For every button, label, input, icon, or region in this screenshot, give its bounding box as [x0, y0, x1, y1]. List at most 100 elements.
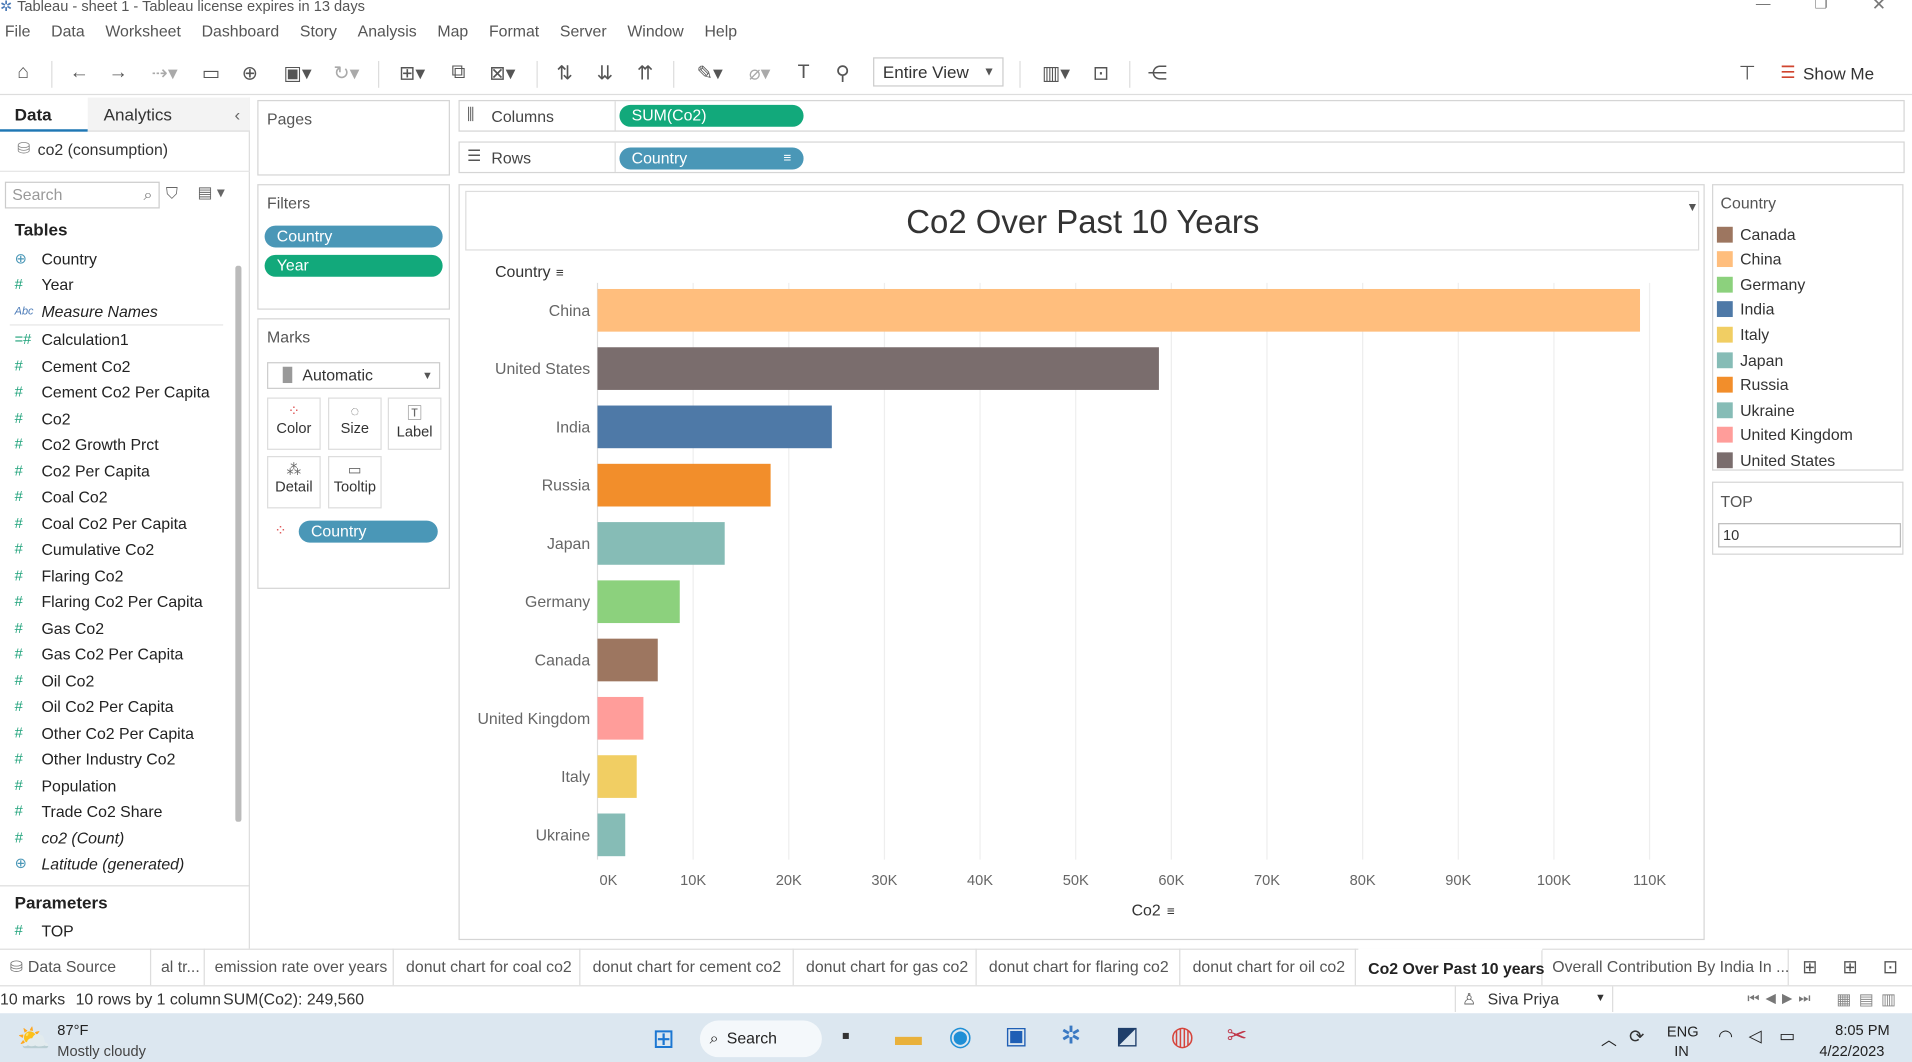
battery-icon[interactable]: ▭	[1779, 1025, 1796, 1045]
format-icon[interactable]: ⊤	[1738, 63, 1756, 85]
legend-item-canada[interactable]: Canada	[1716, 223, 1796, 245]
minimize-icon[interactable]: —	[1755, 0, 1771, 13]
file-explorer-icon[interactable]: ▬	[895, 1020, 922, 1052]
tab-data-source[interactable]: ⛁ Data Source	[0, 948, 152, 986]
new-worksheet-icon[interactable]: ⊞▾	[399, 63, 426, 85]
labels-icon[interactable]: T	[797, 62, 810, 83]
field-other-co2-per-capita[interactable]: # Other Co2 Per Capita	[14, 723, 194, 742]
task-view-icon[interactable]: ▪	[841, 1022, 851, 1050]
tableau-taskbar-icon[interactable]: ✲	[1060, 1022, 1082, 1050]
sort-desc-icon[interactable]: ⇈	[636, 63, 654, 85]
home-icon[interactable]: ⌂	[17, 62, 30, 83]
bar-united-kingdom[interactable]	[597, 696, 644, 740]
group-icon[interactable]: ⌀▾	[748, 63, 771, 85]
field-oil-co2[interactable]: # Oil Co2	[14, 671, 95, 690]
taskbar-search[interactable]: ⌕ Search	[699, 1020, 822, 1058]
legend-item-ukraine[interactable]: Ukraine	[1716, 399, 1795, 421]
rows-shelf[interactable]: ☰ Rows Country ≡	[458, 141, 1905, 174]
menu-analysis[interactable]: Analysis	[357, 21, 417, 41]
field-calculation1[interactable]: =# Calculation1	[14, 329, 129, 349]
menu-worksheet[interactable]: Worksheet	[105, 21, 181, 41]
bar-japan[interactable]	[597, 522, 725, 565]
legend-item-united-kingdom[interactable]: United Kingdom	[1716, 424, 1853, 446]
menu-data[interactable]: Data	[51, 21, 85, 41]
color-button[interactable]: ⁘ Color	[267, 397, 321, 450]
view-options-icon[interactable]: ▤ ▾	[197, 182, 225, 202]
field-co2-per-capita[interactable]: # Co2 Per Capita	[14, 461, 150, 480]
top-parameter-input[interactable]: 10	[1718, 523, 1902, 548]
legend-item-italy[interactable]: Italy	[1716, 324, 1769, 346]
menu-format[interactable]: Format	[488, 21, 540, 41]
replay-icon[interactable]: ⇢▾	[151, 63, 178, 85]
field-oil-co2-per-capita[interactable]: # Oil Co2 Per Capita	[14, 696, 174, 716]
legend-item-japan[interactable]: Japan	[1716, 349, 1783, 371]
show-cards-icon[interactable]: ▥▾	[1041, 63, 1071, 85]
menu-window[interactable]: Window	[627, 21, 684, 41]
legend-item-germany[interactable]: Germany	[1716, 273, 1805, 295]
field-latitude-generated[interactable]: ⊕ Latitude (generated)	[14, 854, 185, 873]
legend-item-china[interactable]: China	[1716, 248, 1781, 270]
new-worksheet-icon[interactable]: ⊞	[1802, 957, 1818, 978]
sync-icon[interactable]: ⟳	[1629, 1026, 1645, 1048]
field-country[interactable]: ⊕ Country	[14, 249, 97, 268]
field-other-industry-co2[interactable]: # Other Industry Co2	[14, 749, 176, 768]
search-input[interactable]: Search ⌕	[4, 181, 160, 209]
legend-item-united-states[interactable]: United States	[1716, 449, 1835, 471]
collapse-icon[interactable]: ‹	[234, 104, 241, 125]
pin-icon[interactable]: ⚲	[835, 63, 850, 85]
legend-item-india[interactable]: India	[1716, 298, 1774, 320]
save-icon[interactable]: ▭	[201, 63, 221, 85]
field-co2-count[interactable]: # co2 (Count)	[14, 828, 125, 847]
bar-united-states[interactable]	[597, 347, 1159, 390]
field-trade-co2-share[interactable]: # Trade Co2 Share	[14, 801, 163, 820]
detail-button[interactable]: ⁂ Detail	[267, 456, 321, 509]
swap-icon[interactable]: ⇅	[556, 63, 573, 85]
highlight-icon[interactable]: ✎▾	[696, 63, 723, 85]
tab-donut-flaring[interactable]: donut chart for flaring co2	[979, 948, 1181, 986]
label-button[interactable]: 🅃 Label	[387, 397, 442, 450]
windows-start-icon[interactable]: ⊞	[652, 1022, 675, 1054]
sheet-nav-icons[interactable]: ⏮◀▶⏭	[1747, 991, 1817, 1006]
columns-pill-sum-co2[interactable]: SUM(Co2)	[619, 104, 804, 127]
field-gas-co2[interactable]: # Gas Co2	[14, 618, 105, 638]
chevron-up-icon[interactable]: ︿	[1601, 1030, 1617, 1049]
show-me-button[interactable]: ☰ Show Me	[1780, 62, 1875, 83]
pause-updates-icon[interactable]: ▣▾	[283, 63, 312, 85]
mark-type-select[interactable]: ▐▌ Automatic ▼	[267, 362, 441, 389]
bar-germany[interactable]	[597, 580, 680, 624]
wifi-icon[interactable]: ◠	[1718, 1025, 1734, 1045]
field-gas-co2-per-capita[interactable]: # Gas Co2 Per Capita	[14, 644, 184, 663]
marks-pill-country[interactable]: Country	[298, 520, 438, 543]
volume-icon[interactable]: ◁	[1748, 1025, 1762, 1045]
filter-icon[interactable]: ⛉	[165, 184, 178, 203]
bar-canada[interactable]	[597, 638, 658, 682]
legend-item-russia[interactable]: Russia	[1716, 374, 1789, 396]
menu-server[interactable]: Server	[559, 21, 607, 41]
bar-italy[interactable]	[597, 755, 637, 798]
new-dashboard-icon[interactable]: ⊞	[1842, 957, 1858, 978]
datasource-item[interactable]: ⛁ co2 (consumption)	[17, 138, 169, 158]
menu-file[interactable]: File	[4, 21, 31, 41]
tab-sheet-truncated[interactable]: al tr...	[151, 948, 205, 986]
field-measure-names[interactable]: Abc Measure Names	[14, 301, 158, 321]
tab-overall-contribution-india[interactable]: Overall Contribution By India In ...	[1543, 948, 1789, 986]
menu-help[interactable]: Help	[704, 21, 738, 41]
view-mode-icons[interactable]: ▦▤▥	[1836, 990, 1904, 1009]
field-cement-co2-per-capita[interactable]: # Cement Co2 Per Capita	[14, 382, 210, 401]
tab-donut-gas[interactable]: donut chart for gas co2	[796, 948, 977, 986]
bar-india[interactable]	[597, 405, 832, 449]
presentation-icon[interactable]: ⊡	[1092, 63, 1110, 85]
field-co2-growth-prct[interactable]: # Co2 Growth Prct	[14, 434, 159, 453]
app-icon[interactable]: ◩	[1115, 1022, 1139, 1050]
field-year[interactable]: # Year	[14, 274, 74, 294]
sort-asc-icon[interactable]: ⇊	[596, 63, 613, 85]
field-co2[interactable]: # Co2	[14, 409, 71, 428]
field-cumulative-co2[interactable]: # Cumulative Co2	[14, 539, 155, 558]
clear-sheet-icon[interactable]: ⊠▾	[489, 63, 516, 85]
store-icon[interactable]: ▣	[1004, 1022, 1028, 1050]
menu-story[interactable]: Story	[299, 21, 337, 41]
snipping-tool-icon[interactable]: ✂	[1226, 1022, 1248, 1050]
field-flaring-co2[interactable]: # Flaring Co2	[14, 566, 124, 585]
parameter-top[interactable]: # TOP	[14, 921, 74, 940]
tab-donut-coal[interactable]: donut chart for coal co2	[396, 948, 581, 986]
